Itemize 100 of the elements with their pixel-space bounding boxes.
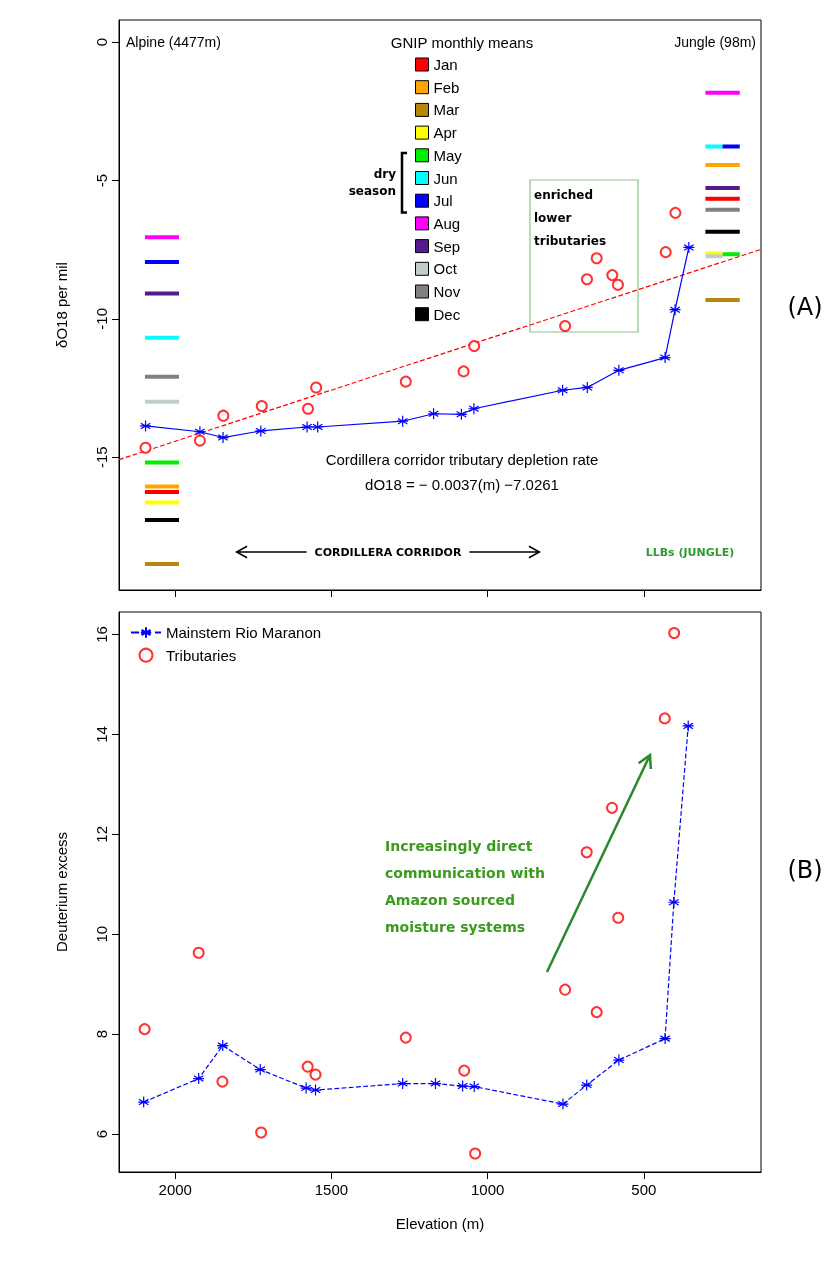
- y-tick-label: 8: [93, 1029, 110, 1039]
- legend-label: May: [433, 146, 463, 164]
- point: [254, 424, 267, 437]
- y-tick-label: 14: [93, 726, 110, 743]
- legend-label: Jul: [433, 192, 453, 210]
- point: [309, 1068, 322, 1081]
- point: [556, 384, 569, 397]
- point: [427, 407, 440, 420]
- point: [580, 1078, 593, 1092]
- point: [255, 400, 268, 412]
- legend-label: Aug: [433, 214, 461, 232]
- point: [139, 419, 152, 433]
- point: [458, 1064, 471, 1077]
- text: (A): [787, 293, 823, 321]
- point: [216, 431, 230, 444]
- point: [216, 1039, 229, 1052]
- x-tick-label: 1000: [470, 1181, 505, 1198]
- x-tick-label: 1500: [314, 1181, 349, 1198]
- point: [137, 1095, 150, 1109]
- point: [668, 626, 681, 639]
- y-tick-label: 12: [93, 825, 110, 843]
- legend-label: Mar: [433, 101, 460, 119]
- point: [255, 1126, 268, 1139]
- point: [590, 1006, 603, 1019]
- y-axis-title: δO18 per mil: [53, 262, 70, 348]
- legend-label: Nov: [433, 283, 461, 300]
- annotation: Cordillera corridor tributary depletion rate dO18 = − 0.0037(m) −7.0261: [325, 451, 599, 493]
- point: [580, 846, 593, 859]
- point: [469, 1147, 482, 1160]
- point: [455, 408, 468, 421]
- point: [301, 1060, 314, 1073]
- legend-label: Mainstem Rio Maranon: [166, 624, 322, 641]
- point: [139, 441, 152, 454]
- point: [605, 801, 618, 814]
- x-tick-label: 500: [631, 1181, 657, 1198]
- legend-label: Tributaries: [166, 646, 237, 664]
- point: [682, 719, 695, 732]
- annotation: dry season: [348, 167, 397, 199]
- annotation: enriched lower tributaries: [534, 187, 607, 248]
- y-tick-label: -10: [93, 307, 110, 330]
- point: [559, 983, 572, 996]
- legend-label: Sep: [433, 237, 461, 255]
- point: [300, 420, 314, 434]
- legend-label: Feb: [433, 78, 460, 96]
- point: [659, 246, 672, 259]
- point: [668, 303, 682, 316]
- point: [399, 375, 412, 388]
- point: [611, 278, 624, 291]
- legend-title: GNIP monthly means: [390, 33, 534, 51]
- x-tick-label: 2000: [158, 1181, 192, 1198]
- point: [193, 425, 207, 438]
- point: [429, 1077, 442, 1090]
- point: [309, 1083, 322, 1097]
- point: [581, 381, 594, 394]
- point: [468, 339, 481, 352]
- point: [396, 415, 409, 428]
- text: (B): [787, 856, 823, 884]
- legend-label: Dec: [433, 305, 461, 323]
- legend-label: Jun: [433, 169, 458, 187]
- point: [300, 1081, 313, 1095]
- point: [590, 252, 603, 265]
- legend-label: Oct: [433, 260, 458, 278]
- point: [399, 1031, 412, 1044]
- y-tick-label: -5: [93, 173, 110, 188]
- point: [467, 402, 480, 415]
- point: [556, 1097, 570, 1111]
- y-tick-label: 10: [93, 925, 110, 943]
- point: [581, 273, 593, 286]
- point: [216, 1075, 229, 1088]
- point: [612, 364, 625, 377]
- point: [658, 1032, 672, 1045]
- point: [658, 712, 671, 725]
- point: [193, 434, 206, 447]
- annotation: Alpine (4477m): [126, 34, 221, 50]
- y-tick-label: 16: [93, 626, 110, 643]
- point: [606, 269, 619, 282]
- legend-label: Jan: [433, 56, 458, 73]
- point: [192, 946, 205, 959]
- point: [396, 1077, 409, 1090]
- annotation: Jungle (98m): [674, 34, 756, 50]
- point: [667, 896, 680, 909]
- point: [559, 320, 572, 333]
- point: [311, 420, 324, 434]
- point: [669, 206, 682, 219]
- point: [658, 351, 672, 364]
- annotation: Increasingly direct communication with Amazon sourced moisture systems: [385, 837, 545, 935]
- point: [217, 409, 230, 422]
- annotation: LLBs (JUNGLE): [645, 545, 735, 559]
- point: [138, 1023, 151, 1036]
- point: [682, 241, 695, 254]
- y-tick-label: -15: [93, 446, 110, 469]
- point: [457, 365, 470, 378]
- point: [254, 1063, 267, 1076]
- point: [192, 1072, 205, 1085]
- y-tick-label: 0: [93, 37, 110, 47]
- x-axis-title: Elevation (m): [395, 1215, 485, 1232]
- y-tick-label: 6: [93, 1129, 110, 1139]
- point: [310, 381, 323, 394]
- legend-label: Apr: [433, 124, 457, 142]
- point: [456, 1079, 469, 1093]
